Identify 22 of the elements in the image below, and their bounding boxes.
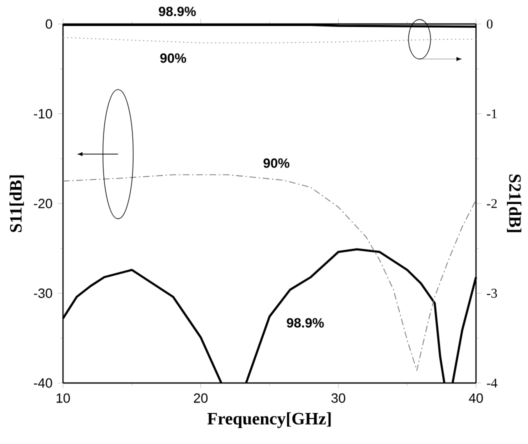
y2-tick-label: 0 — [486, 20, 493, 28]
annotation: 90% — [264, 158, 290, 168]
x-tick-label: 20 — [194, 393, 208, 403]
x-tick-label: 40 — [468, 393, 483, 403]
y2-tick-label: -3 — [486, 288, 497, 298]
y2-tick-label: -2 — [486, 199, 497, 208]
annotation: 90% — [160, 53, 186, 63]
y-tick-label: 0 — [46, 19, 52, 29]
y-tick-label: -20 — [34, 198, 52, 208]
text: 98.9% — [158, 6, 196, 16]
y2-axis-title: S21[dB] — [506, 174, 522, 232]
y2-tick-label: -1 — [486, 109, 497, 118]
line-series — [62, 174, 476, 371]
y-tick-label: -10 — [34, 109, 52, 118]
x-tick-label: 30 — [331, 393, 346, 403]
y-axis-title: S11[dB] — [10, 175, 24, 232]
x-axis-title: Frequency[GHz] — [207, 412, 331, 428]
y-tick-label: -30 — [34, 288, 52, 298]
annotation: 98.9% — [286, 318, 324, 328]
x-tick-label: 10 — [56, 393, 70, 403]
y2-tick-label: -4 — [486, 378, 498, 388]
y-tick-label: -40 — [34, 378, 52, 388]
